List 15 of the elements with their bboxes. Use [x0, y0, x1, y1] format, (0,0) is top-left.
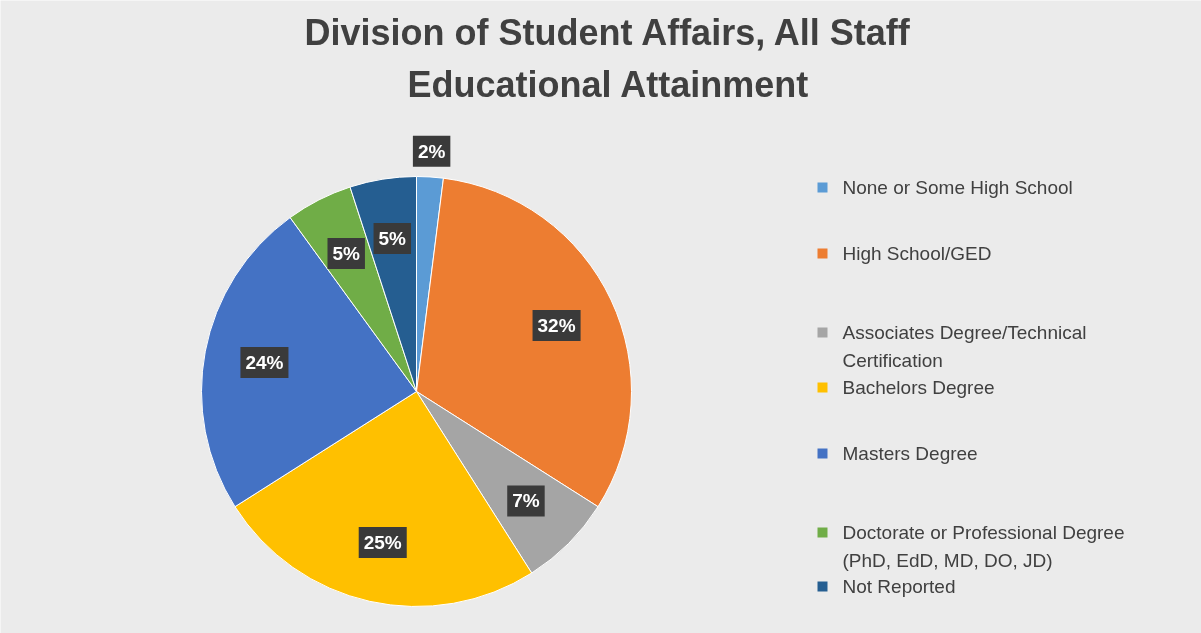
data-label: 5%: [332, 243, 361, 265]
chart-title: Division of Student Affairs, All Staff Educational Attainment: [304, 12, 911, 105]
legend-label: Associates Degree/Technical Certification: [842, 321, 1087, 371]
data-label: 2%: [417, 140, 446, 162]
legend-label: None or Some High School: [842, 176, 1073, 198]
legend-label: Not Reported: [842, 575, 956, 597]
data-label: 7%: [512, 490, 540, 512]
data-label: 25%: [363, 532, 402, 554]
legend-label: Doctorate or Professional Degree (PhD, EdD, MD, DO, JD): [842, 521, 1125, 571]
legend-label: Bachelors Degree: [842, 376, 995, 398]
data-label: 24%: [245, 351, 284, 373]
data-label: 32%: [537, 315, 576, 337]
legend-label: Masters Degree: [842, 442, 978, 464]
data-label: 5%: [378, 228, 407, 250]
legend-label: High School/GED: [842, 242, 992, 264]
